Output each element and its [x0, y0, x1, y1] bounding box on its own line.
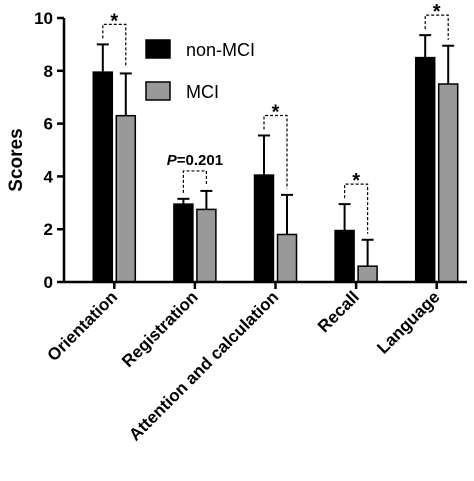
y-tick-label-2: 2: [44, 220, 53, 239]
y-tick-label-10: 10: [34, 9, 53, 28]
y-tick-label-0: 0: [44, 273, 53, 292]
bar-language-s0: [414, 56, 436, 283]
bar-language-s1: [437, 83, 459, 283]
y-tick-label-4: 4: [44, 167, 54, 186]
bar-recall-s0: [334, 229, 355, 283]
legend-swatch-1: [145, 81, 171, 101]
legend-label-0: non-MCI: [186, 40, 255, 60]
annotation-p-symbol: P: [167, 152, 178, 169]
bar-attention-and-calculation-s1: [276, 233, 298, 283]
significance-annotations: * P=0.201 * * *: [102, 1, 449, 234]
y-axis: 0 2 4 6 8 10: [34, 9, 66, 292]
bars: [92, 34, 459, 283]
x-tick-label-registration: Registration: [118, 287, 202, 371]
y-tick-label-6: 6: [44, 115, 53, 134]
annotation-recall: *: [352, 170, 360, 192]
x-tick-label-attention-and-calculation: Attention and calculation: [125, 287, 282, 444]
bar-recall-s1: [357, 265, 378, 283]
bar-registration-s0: [173, 203, 194, 283]
bracket-attention-and-calculation: [263, 114, 288, 189]
bracket-language: [424, 14, 449, 40]
annotation-p-value: =0.201: [177, 152, 223, 169]
bar-registration-s1: [196, 208, 217, 283]
bar-attention-and-calculation-s0: [253, 174, 275, 283]
y-tick-label-8: 8: [44, 62, 53, 81]
annotation-registration: P=0.201: [167, 152, 223, 169]
legend: non-MCI MCI: [145, 39, 255, 102]
annotation-language: *: [433, 1, 441, 23]
y-axis-title: Scores: [6, 128, 27, 191]
x-tick-label-orientation: Orientation: [44, 287, 122, 365]
bracket-recall: [344, 183, 369, 234]
bracket-orientation: [102, 23, 127, 68]
legend-swatch-0: [145, 39, 171, 59]
bar-orientation-s0: [92, 71, 114, 283]
bar-orientation-s1: [115, 114, 137, 283]
x-tick-label-language: Language: [373, 287, 443, 357]
bracket-registration: [182, 170, 207, 193]
annotation-attention-and-calculation: *: [272, 101, 280, 123]
annotation-orientation: *: [110, 10, 118, 32]
legend-label-1: MCI: [186, 82, 219, 102]
x-tick-label-recall: Recall: [314, 287, 363, 336]
